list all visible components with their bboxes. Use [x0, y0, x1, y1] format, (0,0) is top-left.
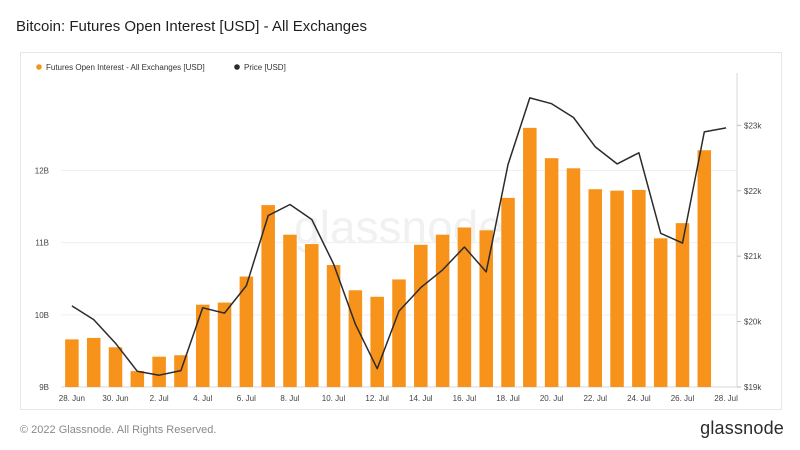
open-interest-bar	[86, 337, 101, 387]
y-left-tick-label: 12B	[35, 166, 49, 175]
open-interest-bar	[653, 238, 668, 387]
open-interest-bar	[501, 197, 515, 387]
open-interest-bar	[457, 227, 472, 387]
open-interest-bar	[348, 290, 363, 387]
open-interest-bar	[283, 234, 297, 387]
legend-label-price: Price [USD]	[244, 63, 286, 72]
y-left-tick-label: 11B	[35, 239, 49, 248]
y-right-tick-label: $22k	[744, 187, 762, 196]
x-tick-label: 18. Jul	[496, 394, 520, 403]
open-interest-bar	[610, 190, 624, 387]
x-tick-label: 28. Jul	[714, 394, 738, 403]
x-tick-label: 10. Jul	[322, 394, 346, 403]
open-interest-bar	[588, 189, 603, 387]
chart-frame: glassnode 9B 10B 11B 12B $19k $20k $21k $22k $23k…	[20, 52, 782, 410]
open-interest-bar	[479, 230, 493, 387]
open-interest-bar	[370, 296, 384, 387]
y-right-tick-label: $23k	[744, 121, 762, 130]
open-interest-bar	[305, 244, 319, 387]
open-interest-bar	[697, 150, 712, 387]
open-interest-bar	[414, 244, 428, 387]
chart-title: Bitcoin: Futures Open Interest [USD] - A…	[16, 18, 367, 35]
x-tick-label: 16. Jul	[453, 394, 477, 403]
x-tick-label: 6. Jul	[237, 394, 256, 403]
y-right-tick-label: $21k	[744, 252, 762, 261]
open-interest-bar	[239, 276, 254, 387]
y-right-tick-label: $20k	[744, 318, 762, 327]
x-tick-label: 12. Jul	[365, 394, 389, 403]
open-interest-bar	[152, 356, 166, 387]
x-tick-label: 14. Jul	[409, 394, 433, 403]
x-tick-label: 8. Jul	[280, 394, 299, 403]
chart-svg: glassnode 9B 10B 11B 12B $19k $20k $21k $22k $23k…	[35, 63, 763, 403]
open-interest-bar	[217, 302, 232, 387]
x-tick-label: 2. Jul	[150, 394, 169, 403]
open-interest-bar	[632, 189, 646, 387]
x-tick-label: 30. Jun	[102, 394, 128, 403]
price-line	[71, 97, 727, 376]
x-tick-label: 24. Jul	[627, 394, 651, 403]
y-left-tick-label: 10B	[35, 311, 49, 320]
x-tick-label: 28. Jun	[59, 394, 85, 403]
open-interest-bar	[435, 234, 450, 387]
open-interest-bar	[326, 265, 341, 387]
y-left-tick-label: 9B	[39, 383, 49, 392]
x-tick-label: 4. Jul	[193, 394, 212, 403]
open-interest-bar	[392, 279, 406, 387]
open-interest-bar	[108, 347, 123, 387]
copyright-notice: © 2022 Glassnode. All Rights Reserved.	[20, 424, 217, 436]
open-interest-bar	[261, 205, 275, 387]
brand-logo[interactable]: glassnode	[700, 418, 784, 438]
legend-label-open-interest: Futures Open Interest - All Exchanges [U…	[46, 63, 205, 72]
open-interest-bar	[544, 158, 559, 387]
watermark: glassnode	[294, 201, 504, 253]
open-interest-bar	[566, 168, 581, 387]
open-interest-bar	[130, 371, 145, 387]
legend-swatch-price	[234, 64, 240, 70]
y-right-tick-label: $19k	[744, 383, 762, 392]
x-tick-label: 22. Jul	[583, 394, 607, 403]
open-interest-bar	[675, 223, 690, 387]
x-tick-label: 26. Jul	[671, 394, 695, 403]
open-interest-bar	[523, 127, 537, 387]
open-interest-bar	[195, 304, 210, 387]
x-tick-label: 20. Jul	[540, 394, 564, 403]
legend-swatch-open-interest	[36, 64, 42, 70]
open-interest-bar	[65, 339, 79, 387]
